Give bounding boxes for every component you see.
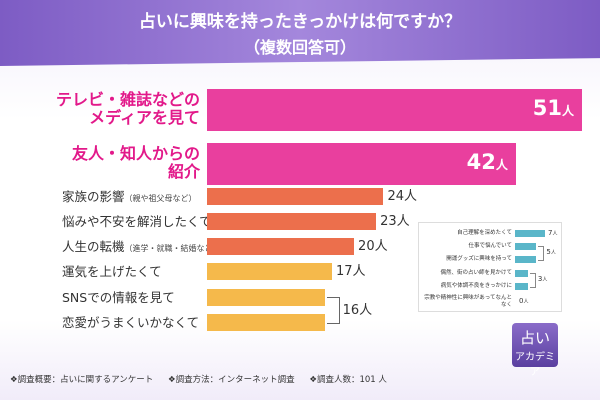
inset-bar [515, 230, 545, 237]
category-label-text: 家族の影響 [62, 189, 125, 204]
inset-bar [515, 256, 537, 263]
inset-chart: 自己理解を深めたくて仕事で悩んでいて開運グッズに興味を持って 偶然、街の占い師を見… [418, 222, 562, 312]
chart-title: 占いに興味を持ったきっかけは何ですか？ [138, 12, 462, 32]
inset-value-label: 0人 [519, 297, 529, 305]
category-label: 悩みや不安を解消したくて [62, 214, 212, 229]
value-label: 20人 [358, 239, 388, 254]
logo-text: 占い [519, 329, 550, 347]
inset-bracket [529, 273, 536, 288]
chart-subtitle: （複数回答可） [243, 38, 356, 57]
category-label-text: 運気を上げたくて [62, 264, 162, 279]
value-label: 51人 [533, 98, 574, 119]
category-label-line: 友人・知人からの [71, 144, 200, 163]
footer-survey-count: ❖調査人数：101 人 [309, 375, 387, 385]
category-label-line: 紹介 [167, 162, 200, 182]
inset-value-label: 5人 [546, 248, 556, 256]
bar [207, 213, 377, 230]
category-label: 友人・知人からの 紹介 [71, 144, 200, 182]
category-label: SNSでの情報を見て [62, 290, 175, 305]
inset-value-label: 3人 [537, 275, 548, 283]
value-number: 51 [532, 96, 562, 120]
shared-value-label: 16人 [342, 302, 373, 318]
category-label: テレビ・雑誌などの メディアを見て [55, 90, 200, 128]
value-unit: 人 [561, 104, 574, 118]
inset-value-label: 7人 [548, 229, 558, 237]
footer-survey-method: ❖調査方法：インターネット調査 [168, 375, 295, 385]
inset-bracket [538, 246, 545, 261]
footer-survey-overview: ❖調査概要：占いに関するアンケート [10, 375, 154, 385]
inset-category-label: 仕事で悩んでいて [468, 243, 512, 249]
value-label: 42人 [467, 152, 508, 173]
category-label: 運気を上げたくて [62, 264, 162, 279]
category-label-text: 人生の転機 [62, 239, 125, 254]
bar [207, 238, 355, 255]
inset-value-unit: 人 [542, 277, 548, 283]
bar [207, 143, 516, 185]
inset-value-unit: 人 [550, 250, 556, 256]
title-banner [0, 0, 600, 66]
category-label-line: メディアを見て [89, 108, 200, 128]
value-unit: 人 [495, 158, 508, 172]
category-label: 家族の影響（親や祖父母など） [62, 189, 197, 204]
bar [207, 188, 384, 205]
category-label-text: 恋愛がうまくいかなくて [62, 315, 200, 330]
inset-value-unit: 人 [552, 231, 558, 237]
inset-value-unit: 人 [523, 299, 529, 305]
inset-category-label: 病気や体調不良をきっかけに [440, 283, 512, 289]
brand-logo: 占い アカデミア [512, 323, 558, 378]
inset-bar [515, 243, 537, 250]
category-label-text: SNSでの情報を見て [62, 290, 175, 305]
value-number: 42 [466, 150, 496, 174]
bar [207, 263, 332, 280]
bar [207, 289, 325, 306]
value-label: 24人 [387, 189, 418, 204]
shared-value-bracket [326, 297, 340, 324]
logo-subtext: アカデミア [515, 352, 555, 378]
inset-category-label: 自己理解を深めたくて [457, 230, 512, 236]
inset-bar [515, 283, 528, 290]
survey-footer: ❖調査概要：占いに関するアンケート ❖調査方法：インターネット調査 ❖調査人数：… [10, 373, 399, 385]
inset-category-label: 開運グッズに興味を持って [446, 256, 512, 262]
value-label: 23人 [380, 214, 410, 229]
category-label-text: 悩みや不安を解消したくて [62, 214, 212, 229]
bar [207, 89, 582, 131]
inset-bar [515, 270, 528, 277]
inset-category-label: 宗教や精神性に興味があってなんとなく [424, 295, 512, 308]
category-label-line: テレビ・雑誌などの [55, 90, 200, 109]
category-label-note: （親や祖父母など） [124, 194, 197, 203]
value-label: 17人 [336, 264, 366, 279]
category-label: 人生の転機（進学・就職・結婚など） [62, 239, 221, 254]
category-label-note: （進学・就職・結婚など） [124, 244, 221, 253]
inset-category-label: 偶然、街の占い師を見かけて [440, 270, 512, 276]
bar [207, 314, 325, 331]
category-label: 恋愛がうまくいかなくて [62, 315, 200, 330]
